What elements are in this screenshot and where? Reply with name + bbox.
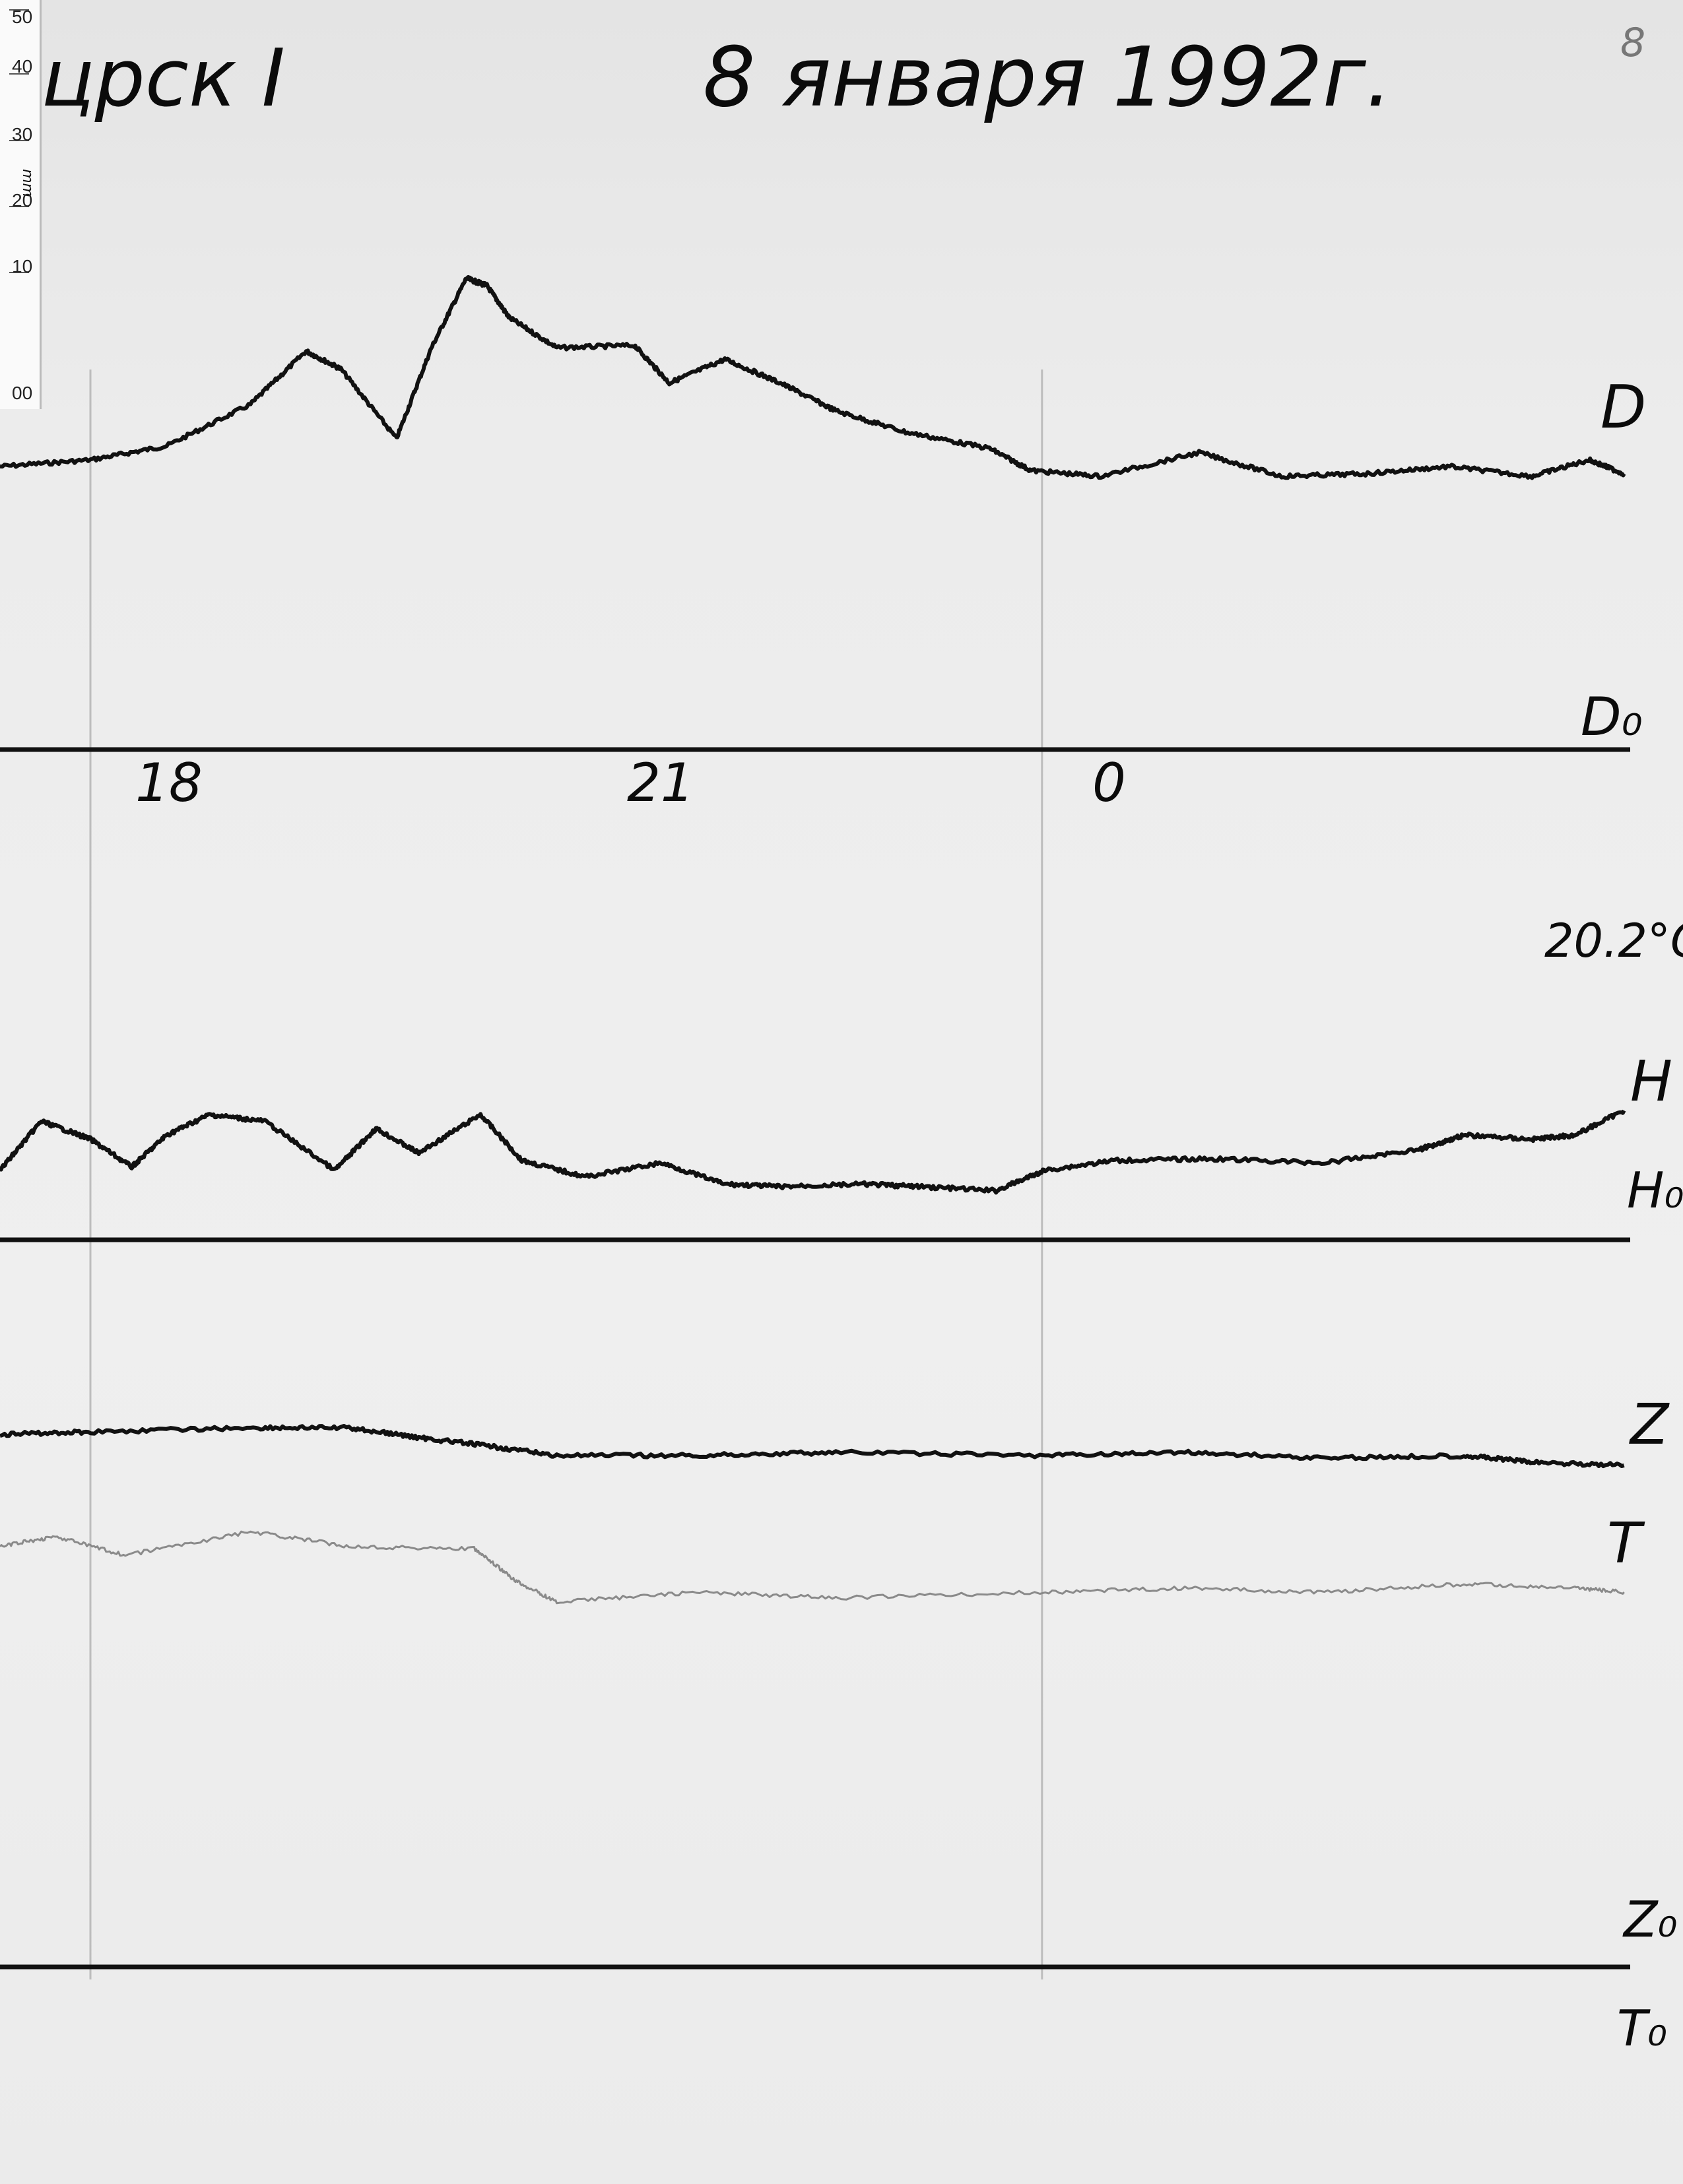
- ruler-label: 20: [12, 190, 33, 210]
- ruler-tick: [9, 272, 29, 273]
- sheet-number: 8: [1620, 20, 1646, 66]
- label-h: H: [1630, 1049, 1672, 1114]
- chart-date: 8 января 1992г.: [703, 30, 1393, 125]
- trace-t: [0, 1530, 1625, 1605]
- station-name: црск I: [41, 33, 285, 125]
- label-d0: D₀: [1581, 686, 1643, 748]
- x-tick-label: 21: [627, 752, 694, 814]
- x-tick-label: 18: [135, 752, 203, 814]
- label-z: Z: [1630, 1392, 1669, 1458]
- label-h0: H₀: [1627, 1161, 1683, 1219]
- mm-ruler: 50 40 30 mm 20 10 00: [0, 0, 42, 409]
- ruler-tick: [9, 140, 29, 141]
- ruler-label: 10: [12, 256, 33, 276]
- ruler-label: 30: [12, 124, 33, 145]
- trace-z: [0, 1424, 1625, 1469]
- temperature-label: 20.2°C: [1544, 914, 1683, 968]
- ruler-tick: [9, 73, 29, 75]
- x-tick-label: 0: [1092, 752, 1126, 814]
- ruler-tick: [9, 9, 29, 11]
- trace-d: [0, 274, 1626, 480]
- label-t0: T₀: [1617, 1999, 1667, 2057]
- label-t: T: [1607, 1511, 1641, 1576]
- label-z0: Z₀: [1624, 1890, 1678, 1948]
- ruler-label: 00: [12, 383, 33, 403]
- trace-h: [0, 1109, 1626, 1195]
- ruler-label: 50: [12, 7, 33, 27]
- ruler-label: 40: [12, 56, 33, 77]
- label-d: D: [1600, 373, 1647, 442]
- ruler-tick: [9, 206, 29, 207]
